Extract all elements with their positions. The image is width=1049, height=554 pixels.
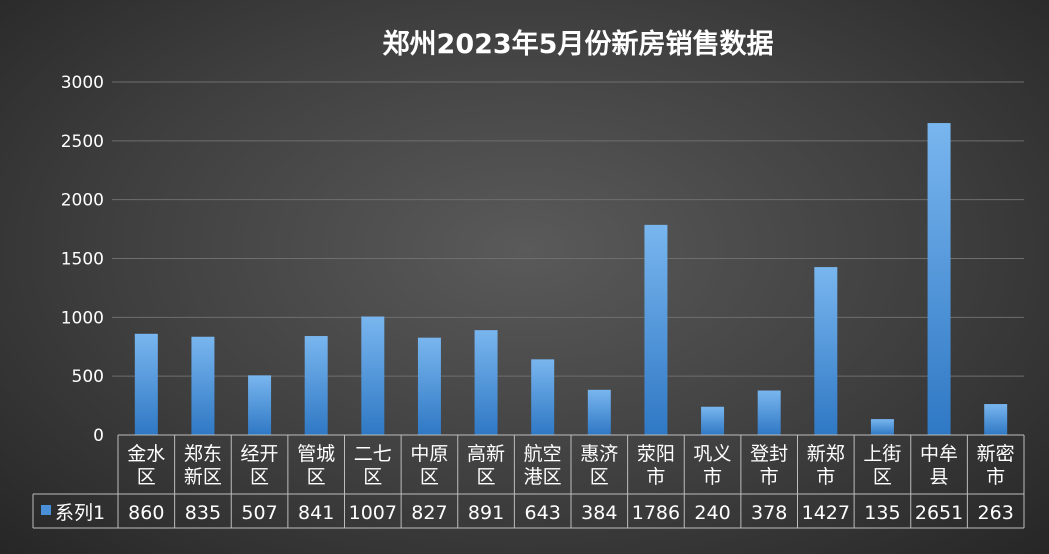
category-label: 中牟县	[920, 443, 958, 488]
data-value: 1786	[632, 502, 680, 524]
data-value: 2651	[915, 502, 963, 524]
data-value: 841	[298, 502, 334, 524]
gridlines	[112, 81, 1024, 377]
category-label: 二七区	[354, 443, 392, 488]
category-label: 上街区	[863, 443, 901, 488]
data-value: 263	[978, 502, 1014, 524]
data-value: 1007	[349, 502, 397, 524]
y-tick-label: 2500	[61, 132, 104, 152]
y-tick-label: 3000	[61, 73, 104, 93]
series-name: 系列1	[55, 502, 105, 524]
data-value: 507	[241, 502, 277, 524]
data-value: 378	[751, 502, 787, 524]
bar	[248, 375, 272, 435]
data-value: 240	[694, 502, 730, 524]
y-axis-ticks: 0 500 1000 1500 2000 2500 3000	[61, 73, 104, 446]
category-label: 航空港区	[524, 443, 562, 488]
category-label: 新郑市	[807, 443, 845, 488]
chart-title: 郑州2023年5月份新房销售数据	[383, 28, 774, 60]
category-label: 金水区	[127, 443, 165, 488]
bar	[870, 419, 894, 435]
category-label: 荥阳市	[637, 443, 675, 488]
bars	[134, 123, 1008, 435]
y-tick-label: 1000	[61, 308, 104, 328]
bar	[587, 389, 611, 435]
category-label: 新密市	[977, 443, 1015, 488]
data-value: 135	[864, 502, 900, 524]
category-label: 管城区	[297, 443, 335, 488]
bar	[644, 224, 668, 435]
data-table: 金水区郑东新区经开区管城区二七区中原区高新区航空港区惠济区荥阳市巩义市登封市新郑…	[32, 434, 1025, 529]
data-value: 827	[411, 502, 447, 524]
data-value: 835	[185, 502, 221, 524]
bar	[927, 123, 951, 435]
data-value: 891	[468, 502, 504, 524]
bar	[984, 404, 1008, 435]
category-label: 中原区	[410, 443, 448, 488]
category-label: 郑东新区	[184, 443, 222, 488]
bar	[531, 359, 555, 435]
category-label: 登封市	[750, 443, 788, 488]
data-value: 860	[128, 502, 164, 524]
data-value: 643	[525, 502, 561, 524]
category-label: 巩义市	[694, 443, 732, 488]
bar	[474, 330, 498, 435]
y-tick-label: 0	[93, 426, 104, 446]
bar	[191, 336, 215, 435]
bar	[417, 337, 441, 435]
y-tick-label: 1500	[61, 250, 104, 270]
category-label: 高新区	[467, 443, 505, 488]
data-value: 1427	[802, 502, 850, 524]
legend-key	[41, 505, 51, 515]
data-value: 384	[581, 502, 617, 524]
bar	[701, 406, 725, 435]
y-tick-label: 500	[72, 367, 104, 387]
category-label: 惠济区	[580, 443, 618, 488]
y-tick-label: 2000	[61, 191, 104, 211]
bar	[304, 336, 328, 435]
bar	[814, 267, 838, 435]
bar	[757, 390, 781, 435]
bar	[361, 316, 385, 435]
category-label: 经开区	[241, 443, 279, 488]
bar	[134, 333, 158, 435]
